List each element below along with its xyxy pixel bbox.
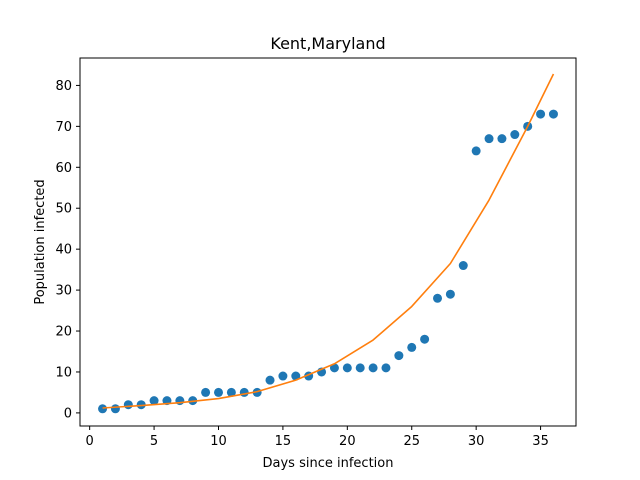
data-point — [278, 371, 288, 381]
data-point — [123, 400, 133, 410]
x-tick-label: 25 — [403, 434, 420, 449]
data-point — [355, 363, 365, 373]
data-point — [407, 342, 417, 352]
data-point — [239, 387, 249, 397]
plot-area — [98, 73, 558, 414]
x-tick-label: 20 — [339, 434, 356, 449]
data-point — [536, 109, 546, 119]
x-tick-label: 5 — [150, 434, 158, 449]
y-tick-label: 70 — [55, 120, 72, 135]
y-tick-label: 30 — [55, 284, 72, 299]
data-point — [149, 396, 159, 406]
fit-curve — [102, 73, 555, 409]
data-point — [226, 387, 236, 397]
x-tick-label: 10 — [210, 434, 227, 449]
data-point — [265, 375, 275, 385]
x-tick-label: 35 — [532, 434, 549, 449]
data-point — [342, 363, 352, 373]
tick-layer: 0 5 10 15 20 25 30 35 0 10 20 30 40 50 60 70 80 — [55, 79, 548, 449]
y-axis-label: Population infected — [33, 179, 48, 304]
data-point — [329, 363, 339, 373]
data-point — [510, 130, 520, 140]
data-point — [394, 351, 404, 361]
y-tick-label: 20 — [55, 325, 72, 340]
data-point — [98, 404, 108, 414]
data-point — [433, 293, 443, 303]
y-tick-label: 60 — [55, 161, 72, 176]
data-point — [484, 134, 494, 144]
x-tick-label: 15 — [275, 434, 292, 449]
data-point — [471, 146, 481, 156]
data-point — [497, 134, 507, 144]
data-point — [213, 387, 223, 397]
axes-frame — [79, 57, 577, 427]
x-tick-label: 0 — [86, 434, 94, 449]
data-point — [445, 289, 455, 299]
data-point — [420, 334, 430, 344]
y-tick-label: 40 — [55, 243, 72, 258]
data-point — [368, 363, 378, 373]
x-tick-label: 30 — [468, 434, 485, 449]
y-tick-label: 10 — [55, 365, 72, 380]
data-point — [136, 400, 146, 410]
x-axis-label: Days since infection — [263, 456, 394, 471]
y-tick-label: 50 — [55, 202, 72, 217]
y-tick-label: 0 — [64, 406, 72, 421]
data-point — [458, 261, 468, 271]
y-tick-label: 80 — [55, 79, 72, 94]
data-point — [201, 387, 211, 397]
data-point — [548, 109, 558, 119]
data-point — [175, 396, 185, 406]
data-point — [381, 363, 391, 373]
data-point — [291, 371, 301, 381]
data-point — [110, 404, 120, 414]
chart-title: Kent,Maryland — [270, 34, 385, 53]
